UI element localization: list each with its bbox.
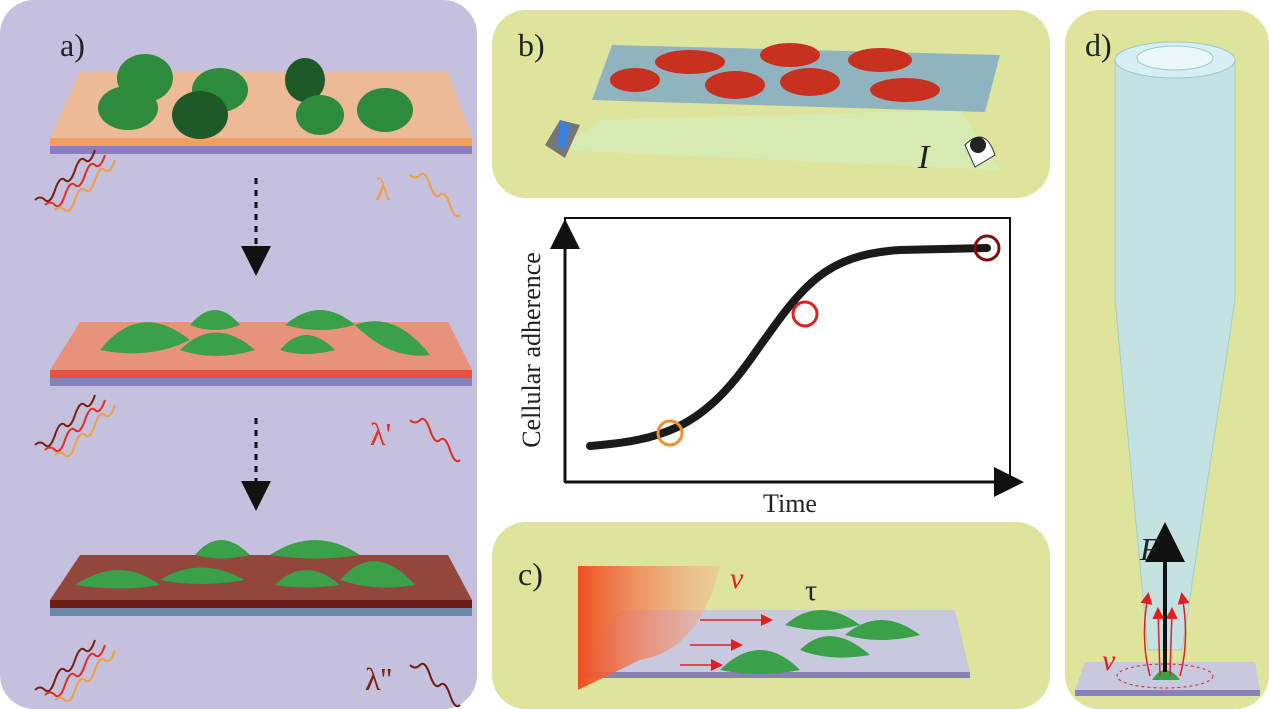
shear-label: τ bbox=[805, 574, 817, 607]
x-axis-label: Time bbox=[763, 489, 817, 518]
panel-label: c) bbox=[518, 556, 543, 592]
wavelength-label: λ' bbox=[370, 416, 391, 452]
figure: a) bbox=[0, 0, 1269, 709]
intensity-label: I bbox=[917, 139, 931, 176]
y-axis-label: Cellular adherence bbox=[517, 252, 546, 448]
adherence-graph: Cellular adherence Time bbox=[517, 218, 1018, 518]
wavelength-label: λ'' bbox=[365, 661, 392, 697]
wavelength-label: λ bbox=[375, 171, 391, 207]
panel-d: d) F v bbox=[1065, 10, 1269, 709]
velocity-label: v bbox=[1102, 644, 1116, 677]
panel-label: a) bbox=[60, 27, 85, 63]
panel-a: a) bbox=[0, 0, 477, 709]
panel-label: b) bbox=[518, 27, 545, 63]
panel-b: b) I bbox=[492, 10, 1050, 198]
velocity-label: v bbox=[730, 562, 744, 595]
force-label: F bbox=[1139, 531, 1160, 567]
panel-label: d) bbox=[1085, 27, 1112, 63]
panel-c: c) v τ bbox=[492, 522, 1050, 709]
